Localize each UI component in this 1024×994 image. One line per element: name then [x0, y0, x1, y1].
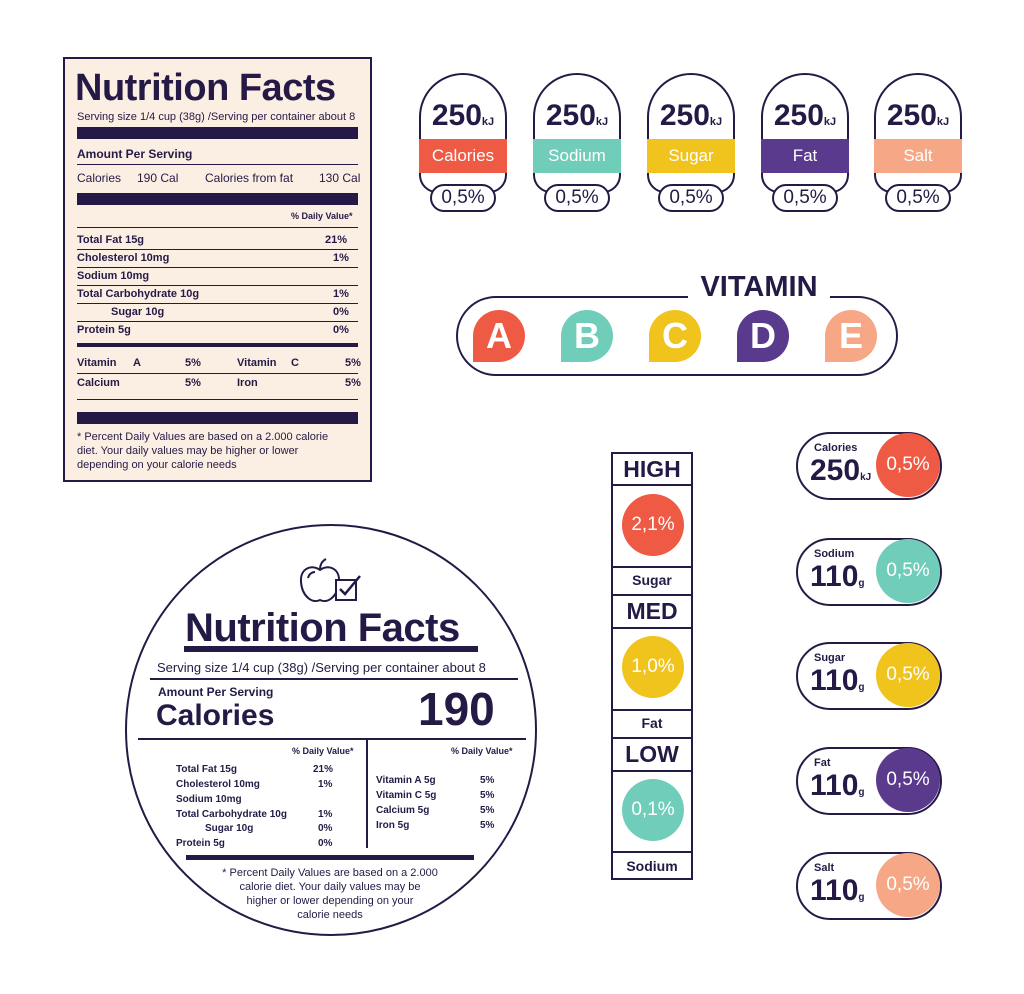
- rect-divider: [77, 164, 358, 165]
- rect-divider: [77, 193, 358, 205]
- pill-salt: Salt 110g 0,5%: [796, 852, 942, 920]
- tag-value: 250kJ: [773, 99, 837, 132]
- tag-sodium: 250kJ Sodium 0,5%: [533, 73, 621, 212]
- round-vitamin-pct: 5%: [480, 775, 495, 786]
- tag-value: 250kJ: [545, 99, 609, 132]
- round-calories-label: Calories: [156, 699, 275, 732]
- rect-calories-fat-value: 130 Cal: [319, 171, 361, 185]
- pill-pct: 0,5%: [876, 643, 940, 707]
- round-calories-value: 190: [418, 683, 495, 735]
- tag-pct: 0,5%: [658, 184, 724, 212]
- level-high-heading: HIGH: [623, 456, 681, 482]
- round-nutrient-pct: 1%: [318, 809, 333, 820]
- pill-calories: Calories 250kJ 0,5%: [796, 432, 942, 500]
- round-nutrient: Sugar 10g: [205, 823, 254, 834]
- tag-pct: 0,5%: [885, 184, 951, 212]
- level-med-heading: MED: [626, 598, 678, 624]
- round-daily-value-header: % Daily Value*: [451, 746, 513, 756]
- round-vitamin: Vitamin C 5g: [376, 790, 437, 801]
- pill-pct: 0,5%: [876, 539, 940, 603]
- tag-value: 250kJ: [431, 99, 495, 132]
- round-nutrient: Sodium 10mg: [176, 794, 242, 805]
- round-nutrient: Total Carbohydrate 10g: [176, 809, 287, 820]
- level-high-pct: 2,1%: [622, 494, 684, 556]
- vitamin-c-badge: C: [649, 310, 701, 362]
- rect-serving: Serving size 1/4 cup (38g) /Serving per …: [77, 111, 356, 123]
- round-amount-per-serving: Amount Per Serving: [158, 685, 274, 699]
- round-divider: [184, 646, 478, 652]
- tag-label: Sodium: [533, 139, 621, 173]
- tag-pct: 0,5%: [544, 184, 610, 212]
- level-med-nutrient: Fat: [641, 715, 663, 731]
- round-vitamin: Iron 5g: [376, 820, 410, 831]
- tag-value: 250kJ: [886, 99, 950, 132]
- pill-sugar: Sugar 110g 0,5%: [796, 642, 942, 710]
- tag-salt: 250kJ Salt 0,5%: [874, 73, 962, 212]
- round-vitamin-pct: 5%: [480, 820, 495, 831]
- round-nutrient-pct: 21%: [313, 764, 334, 775]
- pill-fat: Fat 110g 0,5%: [796, 747, 942, 815]
- vitamin-panel: [456, 296, 898, 376]
- nutrition-facts-rect-label: Nutrition Facts Serving size 1/4 cup (38…: [63, 57, 372, 482]
- vitamin-a-badge: A: [473, 310, 525, 362]
- tag-sugar: 250kJ Sugar 0,5%: [647, 73, 735, 212]
- level-med-pct: 1,0%: [622, 636, 684, 698]
- tag-label: Calories: [419, 139, 507, 173]
- round-vitamin: Calcium 5g: [376, 805, 430, 816]
- nutrition-facts-round-label: [125, 524, 537, 936]
- tag-calories: 250kJ Calories 0,5%: [419, 73, 507, 212]
- pill-pct: 0,5%: [876, 853, 940, 917]
- round-nutrient-pct: 0%: [318, 823, 333, 834]
- round-daily-value-header: % Daily Value*: [292, 746, 354, 756]
- rect-divider: [77, 227, 358, 228]
- tag-pct: 0,5%: [772, 184, 838, 212]
- tag-label: Salt: [874, 139, 962, 173]
- round-footnote: * Percent Daily Values are based on a 2.…: [222, 867, 438, 921]
- rect-amount-per-serving: Amount Per Serving: [77, 147, 193, 161]
- level-low-nutrient: Sodium: [626, 858, 678, 874]
- tag-label: Sugar: [647, 139, 735, 173]
- rect-calories-label: Calories: [77, 171, 122, 185]
- vitamin-title: VITAMIN: [688, 270, 830, 304]
- round-nutrient: Protein 5g: [176, 838, 225, 849]
- level-column: HIGH 2,1% Sugar MED 1,0% Fat LOW 0,1% So…: [611, 452, 693, 880]
- level-high-nutrient: Sugar: [632, 572, 672, 588]
- rect-calories-fat-label: Calories from fat: [205, 171, 294, 185]
- vitamin-b-badge: B: [561, 310, 613, 362]
- round-nutrient-pct: 0%: [318, 838, 333, 849]
- round-nutrient: Cholesterol 10mg: [176, 779, 260, 790]
- round-title: Nutrition Facts: [185, 606, 460, 650]
- level-low-heading: LOW: [625, 741, 679, 767]
- round-nutrient-pct: 1%: [318, 779, 333, 790]
- round-nutrient: Total Fat 15g: [176, 764, 237, 775]
- tag-value: 250kJ: [659, 99, 723, 132]
- vitamin-e-badge: E: [825, 310, 877, 362]
- rect-daily-value-header: % Daily Value*: [291, 211, 353, 221]
- round-vitamin-pct: 5%: [480, 805, 495, 816]
- round-vitamin-pct: 5%: [480, 790, 495, 801]
- tag-fat: 250kJ Fat 0,5%: [761, 73, 849, 212]
- rect-divider: [77, 127, 358, 139]
- tag-label: Fat: [761, 139, 849, 173]
- vitamin-d-badge: D: [737, 310, 789, 362]
- tag-pct: 0,5%: [430, 184, 496, 212]
- pill-sodium: Sodium 110g 0,5%: [796, 538, 942, 606]
- apple-check-icon: [299, 558, 361, 602]
- rect-calories-value: 190 Cal: [137, 171, 179, 185]
- rect-title: Nutrition Facts: [75, 67, 336, 109]
- round-column-divider: [366, 740, 368, 848]
- level-low-pct: 0,1%: [622, 779, 684, 841]
- round-vitamin: Vitamin A 5g: [376, 775, 436, 786]
- rect-footnote: * Percent Daily Values are based on a 2.…: [77, 431, 329, 471]
- pill-pct: 0,5%: [876, 433, 940, 497]
- pill-pct: 0,5%: [876, 748, 940, 812]
- round-serving: Serving size 1/4 cup (38g) /Serving per …: [157, 660, 486, 675]
